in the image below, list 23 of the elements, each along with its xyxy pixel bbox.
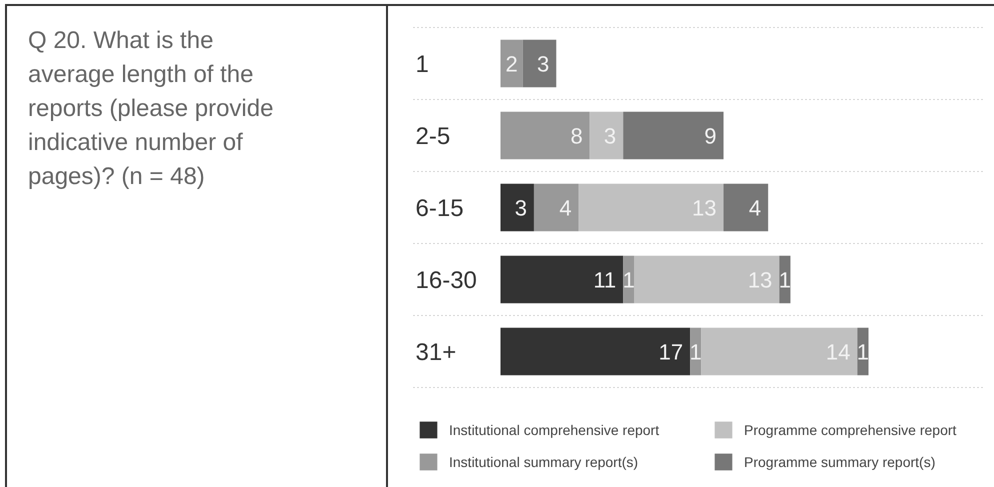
y-tick-label: 16-30 <box>416 267 477 294</box>
legend-label: Programme comprehensive report <box>744 422 958 438</box>
legend-label: Programme summary report(s) <box>744 454 936 470</box>
y-tick-label: 2-5 <box>416 123 450 150</box>
legend-label: Institutional summary report(s) <box>449 454 640 470</box>
legend-label: Institutional comprehensive report <box>449 422 660 438</box>
data-label: 11 <box>593 268 616 292</box>
data-label: 3 <box>537 52 550 76</box>
data-label: 1 <box>690 340 702 364</box>
data-label: 3 <box>514 196 527 220</box>
data-label: 1 <box>622 268 635 292</box>
text: Q 20. What is the average length of the reports (please provide indicative number of pages)? (n = 48) <box>28 26 274 192</box>
data-label: 1 <box>778 268 791 292</box>
data-label: 4 <box>559 196 572 220</box>
data-label: 1 <box>856 340 870 364</box>
data-label: 8 <box>570 124 583 148</box>
y-tick-label: 1 <box>416 51 429 78</box>
data-label: 9 <box>704 124 717 148</box>
data-label: 17 <box>658 340 684 364</box>
data-label: 4 <box>748 196 762 220</box>
y-tick-label: 31+ <box>416 339 456 366</box>
data-label: 2 <box>506 52 518 76</box>
y-tick-label: 6-15 <box>416 195 464 222</box>
